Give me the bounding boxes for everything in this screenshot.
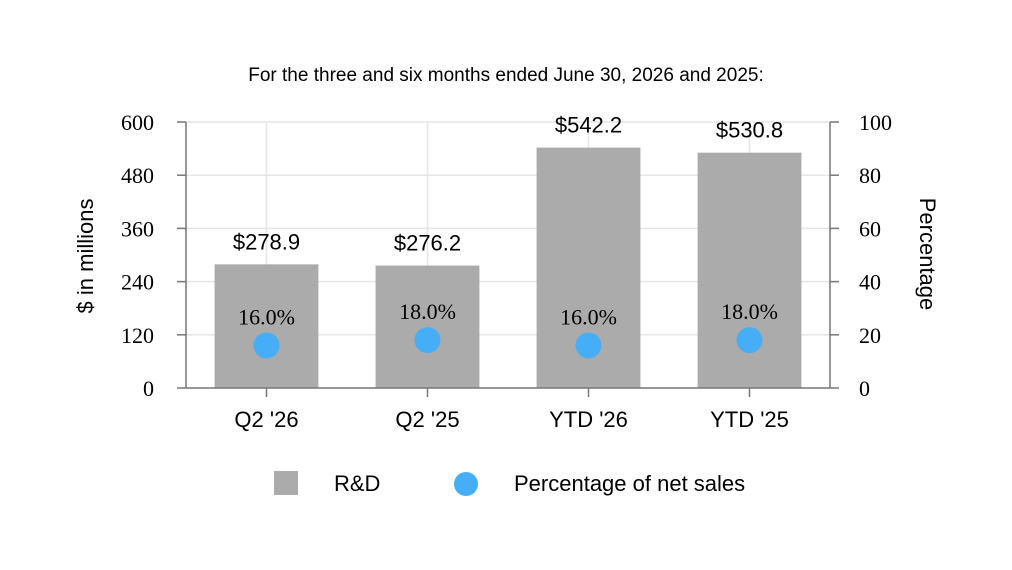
legend: R&D Percentage of net sales — [274, 471, 745, 496]
legend-swatch-point — [454, 472, 478, 496]
percentage-value-label: 16.0% — [560, 304, 617, 329]
percentage-value-label: 16.0% — [238, 304, 295, 329]
bar-value-label: $278.9 — [233, 229, 300, 254]
y-axis-left-tick-label: 360 — [121, 216, 154, 241]
percentage-point — [253, 332, 280, 359]
percentage-point — [414, 327, 441, 354]
x-axis-tick-label: Q2 '26 — [234, 407, 298, 432]
y-axis-right-label: Percentage — [915, 198, 940, 311]
percentage-point — [736, 327, 763, 354]
chart-title: For the three and six months ended June … — [248, 65, 763, 86]
percentage-value-label: 18.0% — [721, 299, 778, 324]
y-axis-right-tick-label: 80 — [859, 163, 881, 188]
x-axis-tick-label: YTD '25 — [710, 407, 789, 432]
y-axis-left-tick-label: 600 — [121, 110, 154, 135]
bar-series — [214, 147, 802, 388]
y-axis-right-tick-label: 100 — [859, 110, 892, 135]
point-series — [253, 327, 763, 359]
y-axis-right-tick-label: 20 — [859, 323, 881, 348]
bar-value-label: $276.2 — [394, 231, 461, 256]
percentage-point — [575, 332, 602, 359]
bar — [375, 265, 480, 388]
legend-label-point: Percentage of net sales — [514, 471, 745, 496]
percentage-value-label: 18.0% — [399, 299, 456, 324]
y-axis-left-tick-label: 120 — [121, 323, 154, 348]
y-axis-right-tick-label: 0 — [859, 376, 870, 401]
y-axis-left-label: $ in millions — [73, 199, 98, 314]
bar — [214, 264, 319, 388]
bar-value-label: $542.2 — [555, 113, 622, 138]
y-axis-right-tick-label: 60 — [859, 216, 881, 241]
y-axis-left-tick-label: 0 — [143, 376, 154, 401]
legend-label-bar: R&D — [334, 471, 380, 496]
legend-swatch-bar — [274, 471, 298, 495]
x-axis-tick-label: Q2 '25 — [395, 407, 459, 432]
x-axis-tick-label: YTD '26 — [549, 407, 628, 432]
axes: 0 120 240 360 480 600 0 20 40 60 80 100 Q2 '26 Q2 '25… — [121, 110, 892, 432]
y-axis-left-tick-label: 240 — [121, 270, 154, 295]
bar-value-label: $530.8 — [716, 118, 783, 143]
y-axis-left-tick-label: 480 — [121, 163, 154, 188]
data-labels: $278.9 $276.2 $542.2 $530.8 16.0% 18.0% 16.0% 1… — [233, 113, 783, 330]
y-axis-right-tick-label: 40 — [859, 270, 881, 295]
